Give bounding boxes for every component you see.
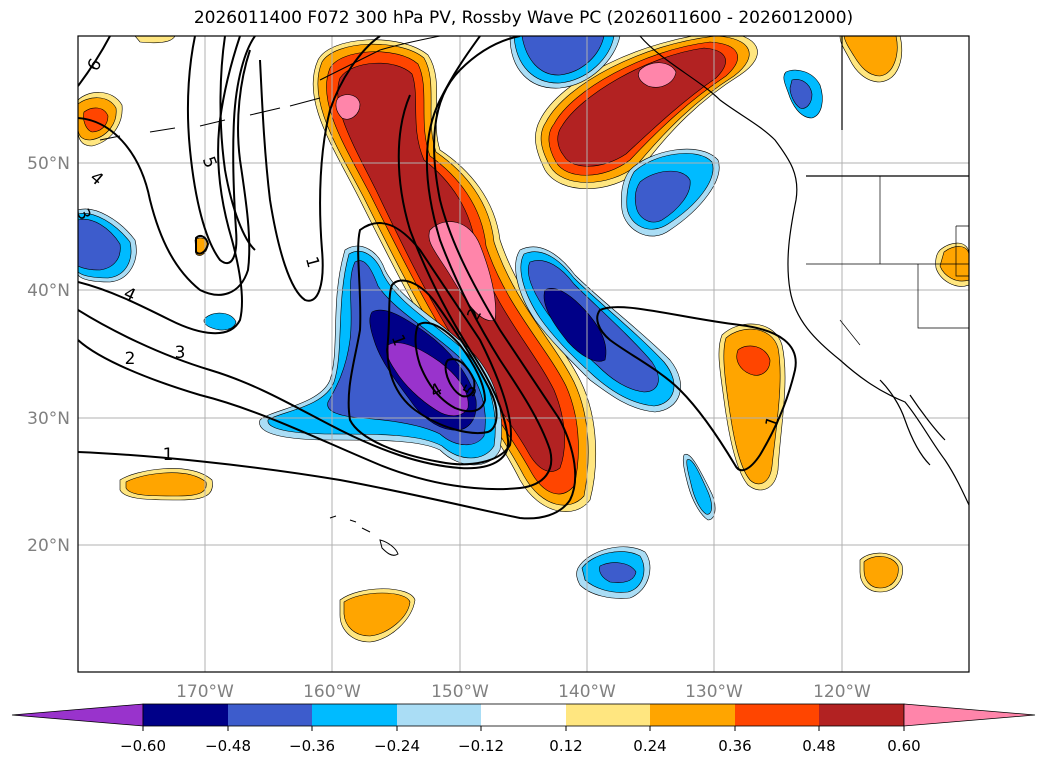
colorbar: −0.60 −0.48 −0.36 −0.24 −0.12 0.12 0.24 … [11, 703, 1036, 755]
aleutians [99, 36, 441, 141]
contour-central-4 [444, 358, 476, 398]
negative-small-3c [599, 562, 637, 583]
lat-label-40: 40°N [27, 281, 70, 301]
colorbar-bin [481, 704, 566, 726]
colorbar-tick-label: −0.36 [289, 737, 335, 755]
negative-north-blue [521, 36, 605, 76]
north-america-coast [639, 36, 969, 506]
contour-6 [78, 36, 111, 87]
positive-small-4c [736, 345, 771, 376]
positive-small-2b [125, 472, 207, 497]
contour-3 [78, 94, 510, 470]
contour-central-3 [414, 321, 487, 413]
negative-bc-blue [789, 79, 813, 109]
colorbar-tick-label: −0.60 [120, 737, 166, 755]
contour-5-west [78, 49, 251, 296]
map-frame [77, 35, 970, 673]
lon-label-130w: 130°W [685, 682, 743, 702]
colorbar-bin [650, 704, 735, 726]
colorbar-bin [312, 704, 397, 726]
colorbar-tick-label: −0.12 [458, 737, 504, 755]
figure-title: 2026011400 F072 300 hPa PV, Rossby Wave … [193, 8, 854, 28]
negative-offshore-blue [634, 170, 691, 223]
contour-small-west [195, 235, 210, 255]
lat-label-30: 30°N [27, 409, 70, 429]
colorbar-bin [735, 704, 819, 726]
colorbar-tick-label: −0.24 [374, 737, 420, 755]
contour-inner-1 [259, 36, 381, 302]
pv-contours [78, 36, 797, 520]
lat-label-20: 20°N [27, 536, 70, 556]
positive-small-west-red [83, 107, 109, 133]
contour-label: 1 [301, 254, 323, 270]
hawaii [329, 515, 399, 556]
longitude-labels: 170°W 160°W 150°W 140°W 130°W 120°W [176, 682, 871, 702]
latitude-labels: 50°N 40°N 30°N 20°N [27, 154, 70, 556]
lon-label-160w: 160°W [303, 682, 361, 702]
colorbar-bin [397, 704, 481, 726]
contour-label: 2 [125, 349, 136, 369]
anomaly-shading [78, 36, 969, 643]
colorbar-over-triangle [903, 703, 1036, 727]
contour-inner-3 [219, 36, 256, 251]
colorbar-tick-label: 0.12 [549, 737, 582, 755]
map-panel: 6 5 4 3 2 1 1 4 3 2 5 4 1 1 [78, 36, 969, 672]
contour-2 [78, 36, 553, 491]
lon-label-170w: 170°W [176, 682, 234, 702]
gulf-california [909, 394, 946, 441]
negative-band-east-navy [543, 288, 607, 362]
negative-west-blue [78, 218, 121, 271]
positive-gulf-alaska-pink [638, 62, 677, 88]
colorbar-tick-label: 0.48 [802, 737, 835, 755]
positive-band-pink-north [335, 94, 361, 120]
lon-label-150w: 150°W [431, 682, 489, 702]
colorbar-bin [819, 704, 904, 726]
contour-central-2 [386, 279, 498, 434]
colorbar-ticks [142, 726, 905, 731]
contour-1-south [78, 36, 577, 520]
lon-label-120w: 120°W [813, 682, 871, 702]
colorbar-bin [566, 704, 650, 726]
state-borders [806, 176, 969, 346]
lat-label-50: 50°N [27, 154, 70, 174]
contour-label: 1 [163, 445, 174, 465]
positive-small-5b [863, 556, 899, 589]
contour-east-1 [596, 306, 797, 472]
colorbar-tick-label: −0.48 [205, 737, 251, 755]
colorbar-bin [143, 704, 228, 726]
colorbar-bin [228, 704, 312, 726]
lon-label-140w: 140°W [558, 682, 616, 702]
positive-gulf-alaska-darkred [557, 47, 726, 167]
positive-small-6b [843, 36, 898, 77]
negative-small-2b [686, 459, 712, 515]
contour-label: 3 [175, 343, 186, 363]
positive-small-3b [343, 592, 411, 637]
coastlines [99, 36, 969, 556]
colorbar-tick-labels: −0.60 −0.48 −0.36 −0.24 −0.12 0.12 0.24 … [120, 737, 921, 755]
baja-california [879, 379, 931, 466]
colorbar-tick-label: 0.60 [887, 737, 920, 755]
contour-central-1 [347, 221, 512, 466]
graticule [78, 36, 969, 672]
colorbar-under-triangle [11, 703, 144, 727]
colorbar-tick-label: 0.24 [633, 737, 666, 755]
colorbar-tick-label: 0.36 [718, 737, 751, 755]
contour-inner-2 [186, 36, 256, 265]
